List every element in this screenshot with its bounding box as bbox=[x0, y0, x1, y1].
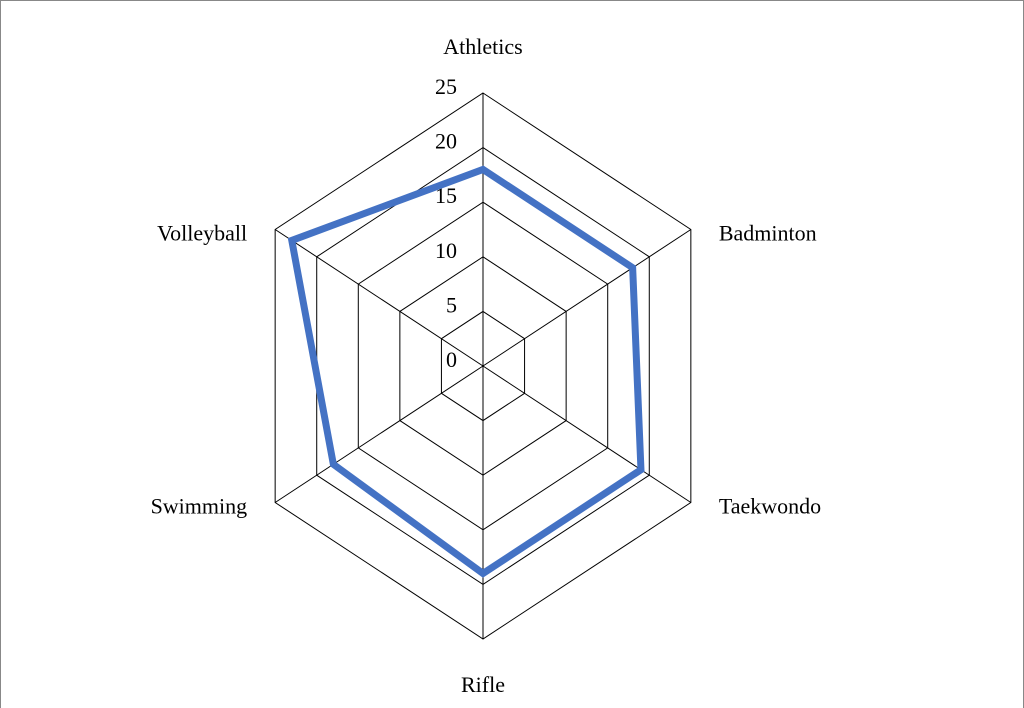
category-label: Rifle bbox=[461, 672, 505, 697]
category-label: Volleyball bbox=[157, 221, 247, 246]
spoke bbox=[274, 365, 484, 503]
r-tick-label: 25 bbox=[435, 74, 457, 99]
category-label: Swimming bbox=[151, 494, 248, 519]
r-tick-label: 20 bbox=[435, 129, 457, 154]
r-tick-label: 5 bbox=[446, 292, 457, 317]
category-label: Athletics bbox=[443, 34, 522, 59]
r-tick-label: 0 bbox=[446, 347, 457, 372]
spoke bbox=[482, 365, 692, 503]
r-tick-label: 15 bbox=[435, 183, 457, 208]
series-line bbox=[287, 165, 645, 578]
category-label: Badminton bbox=[719, 221, 817, 246]
spoke bbox=[482, 229, 692, 367]
category-label: Taekwondo bbox=[719, 494, 821, 519]
r-tick-label: 10 bbox=[435, 238, 457, 263]
spoke bbox=[274, 229, 484, 367]
